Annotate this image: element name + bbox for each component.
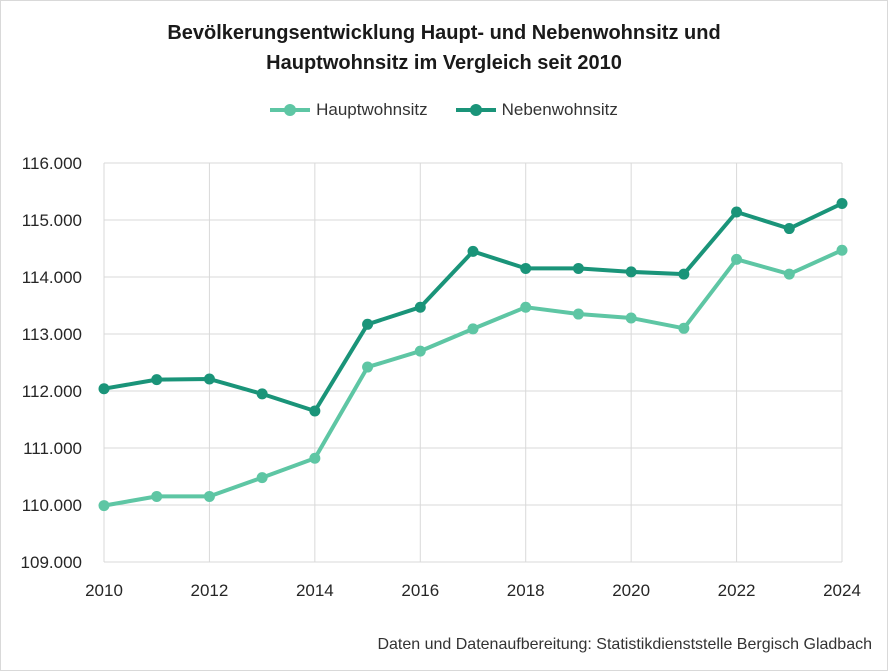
legend-swatch-nebenwohnsitz	[455, 103, 496, 117]
data-point-nebenwohnsitz	[256, 388, 268, 400]
data-point-nebenwohnsitz	[203, 373, 215, 385]
data-point-hauptwohnsitz	[414, 345, 426, 357]
data-point-nebenwohnsitz	[520, 262, 532, 274]
y-tick-label: 116.000	[22, 154, 82, 173]
data-point-nebenwohnsitz	[783, 223, 795, 235]
x-tick-label: 2018	[507, 581, 545, 600]
data-point-hauptwohnsitz	[467, 323, 479, 335]
source-note: Daten und Datenaufbereitung: Statistikdi…	[377, 636, 872, 653]
x-tick-label: 2012	[191, 581, 229, 600]
x-tick-label: 2014	[296, 581, 334, 600]
y-tick-label: 113.000	[22, 325, 82, 344]
legend-swatch-hauptwohnsitz	[270, 103, 311, 117]
legend-item-nebenwohnsitz: Nebenwohnsitz	[455, 100, 618, 120]
legend-label-hauptwohnsitz: Hauptwohnsitz	[316, 100, 428, 119]
y-tick-label: 109.000	[21, 553, 82, 572]
chart-legend: Hauptwohnsitz Nebenwohnsitz	[0, 100, 888, 120]
chart-title-line-1: Bevölkerungsentwicklung Haupt- und Neben…	[167, 22, 721, 44]
data-point-hauptwohnsitz	[625, 312, 637, 324]
x-tick-label: 2016	[401, 581, 439, 600]
data-point-nebenwohnsitz	[98, 383, 110, 395]
data-point-hauptwohnsitz	[309, 452, 321, 464]
data-point-hauptwohnsitz	[98, 500, 110, 512]
data-point-hauptwohnsitz	[203, 490, 215, 502]
data-point-nebenwohnsitz	[414, 301, 426, 313]
chart-title: Bevölkerungsentwicklung Haupt- und Neben…	[0, 18, 888, 78]
chart-title-line-2: Hauptwohnsitz im Vergleich seit 2010	[266, 52, 622, 74]
data-point-nebenwohnsitz	[467, 245, 479, 257]
data-point-hauptwohnsitz	[678, 322, 690, 334]
y-tick-label: 114.000	[22, 268, 82, 287]
y-tick-label: 112.000	[22, 382, 82, 401]
x-tick-label: 2022	[718, 581, 756, 600]
data-point-hauptwohnsitz	[731, 253, 743, 265]
y-tick-label: 111.000	[23, 439, 82, 458]
x-tick-label: 2024	[823, 581, 861, 600]
data-point-hauptwohnsitz	[572, 308, 584, 320]
data-point-hauptwohnsitz	[256, 472, 268, 484]
data-point-nebenwohnsitz	[625, 266, 637, 278]
x-tick-label: 2010	[85, 581, 123, 600]
data-point-hauptwohnsitz	[783, 268, 795, 280]
data-point-nebenwohnsitz	[151, 374, 163, 386]
data-point-nebenwohnsitz	[572, 262, 584, 274]
data-point-hauptwohnsitz	[362, 361, 374, 373]
data-point-nebenwohnsitz	[731, 206, 743, 218]
x-tick-label: 2020	[612, 581, 650, 600]
y-tick-label: 115.000	[22, 211, 82, 230]
data-point-hauptwohnsitz	[836, 244, 848, 256]
y-tick-label: 110.000	[22, 496, 82, 515]
data-point-nebenwohnsitz	[309, 405, 321, 417]
data-point-nebenwohnsitz	[836, 197, 848, 209]
data-point-hauptwohnsitz	[151, 490, 163, 502]
data-point-nebenwohnsitz	[678, 268, 690, 280]
data-point-nebenwohnsitz	[362, 318, 374, 330]
legend-label-nebenwohnsitz: Nebenwohnsitz	[501, 100, 618, 119]
legend-item-hauptwohnsitz: Hauptwohnsitz	[270, 100, 428, 120]
data-point-hauptwohnsitz	[520, 301, 532, 313]
